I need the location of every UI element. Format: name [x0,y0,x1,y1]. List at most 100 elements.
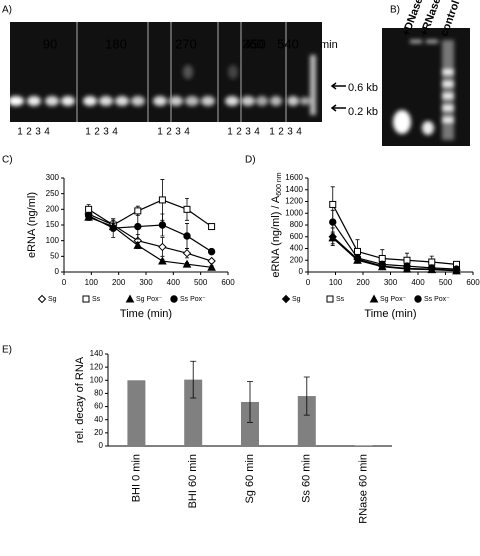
marker [134,207,142,215]
series-line [88,215,212,253]
marker [125,294,135,303]
legend-label: Ss Pox⁻ [180,296,206,303]
marker [158,221,167,229]
legend-label: Ss [92,296,101,303]
marker [158,256,167,265]
y-tick-label: 0 [55,267,60,276]
lane-label: 2 [166,127,172,138]
legend-label: Sg Pox⁻ [136,296,163,303]
y-tick-label: 1200 [285,197,303,206]
legend-label: Sg Pox⁻ [380,296,407,303]
marker [85,205,93,213]
marker [109,224,117,232]
marker [326,295,334,303]
y-tick-label: 800 [290,220,304,229]
marker [428,258,436,266]
y-tick-label: 50 [50,251,59,260]
panel-label: C) [2,155,13,166]
gel-bands [8,55,316,115]
y-tick-label: 100 [46,236,60,245]
bar [127,380,146,446]
marker [353,254,362,262]
x-tick-label: 500 [439,278,453,287]
y-tick-label: 300 [46,173,60,182]
lane-label: 3 [103,127,109,138]
legend-label: Sg [48,296,57,303]
lane-label: 3 [175,127,181,138]
lane-label: 2 [94,127,100,138]
lane-label: 4 [44,127,50,138]
marker [134,222,142,231]
x-tick-label: 300 [139,278,153,287]
bar [297,396,316,446]
x-tick-label: 300 [384,278,398,287]
bar [354,445,373,446]
gel-bands [393,40,454,140]
time-label: 360 [242,36,264,51]
size-marker: 0.2 kb [348,106,378,118]
y-tick-label: 0 [299,267,304,276]
marker [37,294,47,304]
time-label: 450 [244,36,266,51]
x-tick-label: Sg 60 min [244,454,256,504]
x-tick-label: 100 [329,278,343,287]
unit-label: min [320,39,338,51]
y-tick-label: 1400 [285,185,303,194]
y-axis-label: eRNA (ng/ml) [26,192,38,258]
y-tick-label: 1600 [285,173,303,182]
marker [328,233,338,242]
lane-label: 3 [245,127,251,138]
marker [182,248,192,258]
x-tick-label: 500 [194,278,208,287]
marker [369,294,379,303]
marker [208,223,216,231]
legend-label: Ss Pox⁻ [424,296,450,303]
lane-label: 2 [236,127,242,138]
x-tick-label: 600 [221,278,235,287]
time-label: 270 [175,36,197,51]
y-axis-label: rel. decay of RNA [74,356,86,443]
marker [84,211,93,220]
lane-label: 3 [287,127,293,138]
marker [158,242,167,252]
marker [414,295,422,303]
x-tick-label: RNase 60 min [358,454,370,524]
marker [428,264,436,272]
gel-dividers [76,22,287,122]
lane-label: 1 [17,127,23,138]
series-line [88,199,212,228]
y-tick-label: 40 [94,415,103,424]
x-tick-label: 400 [167,278,181,287]
error-bar [247,381,253,423]
marker [329,218,337,226]
lane-label: 4 [184,127,190,138]
marker [378,254,386,262]
error-bar [190,360,197,399]
y-tick-label: 600 [290,232,304,241]
y-tick-label: 60 [94,402,103,411]
marker [329,200,337,208]
error-bar [303,376,310,416]
y-tick-label: 20 [94,428,103,437]
x-tick-label: 200 [112,278,126,287]
bar [241,401,259,446]
series-line [332,221,457,270]
marker [183,232,191,240]
x-axis-label: Time (min) [120,308,172,320]
marker [281,294,291,304]
y-tick-label: 200 [46,204,60,213]
panel-label: A) [2,5,12,16]
y-tick-label: 140 [90,349,104,358]
series-line [88,216,212,268]
lane-label: 4 [112,127,118,138]
y-axis-label-sub: 600 nm [276,172,283,196]
marker [354,247,361,255]
y-tick-label: 150 [46,220,60,229]
panel-label: D) [245,155,256,166]
y-tick-label: 1000 [285,208,303,217]
y-tick-label: 0 [99,441,104,450]
y-tick-label: 120 [90,362,104,371]
lane-label: 1 [227,127,233,138]
y-tick-label: 400 [290,244,304,253]
